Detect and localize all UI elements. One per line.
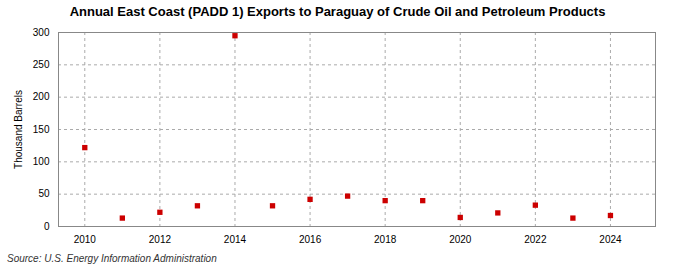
svg-text:2010: 2010 <box>74 234 97 245</box>
html-text:Source: U.S. Energy Informatio: Source: U.S. Energy Information Administ… <box>7 253 217 264</box>
html-text:Annual East Coast (PADD 1) Exp: Annual East Coast (PADD 1) Exports to Pa… <box>69 4 606 19</box>
svg-text:250: 250 <box>33 59 50 70</box>
svg-text:200: 200 <box>33 91 50 102</box>
svg-text:2022: 2022 <box>524 234 547 245</box>
svg-text:2020: 2020 <box>449 234 472 245</box>
svg-text:0: 0 <box>44 221 50 232</box>
svg-text:Thousand Barrels: Thousand Barrels <box>13 90 24 169</box>
svg-text:2024: 2024 <box>599 234 622 245</box>
svg-text:100: 100 <box>33 156 50 167</box>
svg-text:2016: 2016 <box>299 234 322 245</box>
svg-text:150: 150 <box>33 124 50 135</box>
svg-text:50: 50 <box>38 188 50 199</box>
svg-text:2018: 2018 <box>374 234 397 245</box>
svg-text:2012: 2012 <box>149 234 172 245</box>
svg-text:2014: 2014 <box>224 234 247 245</box>
svg-text:300: 300 <box>33 27 50 38</box>
